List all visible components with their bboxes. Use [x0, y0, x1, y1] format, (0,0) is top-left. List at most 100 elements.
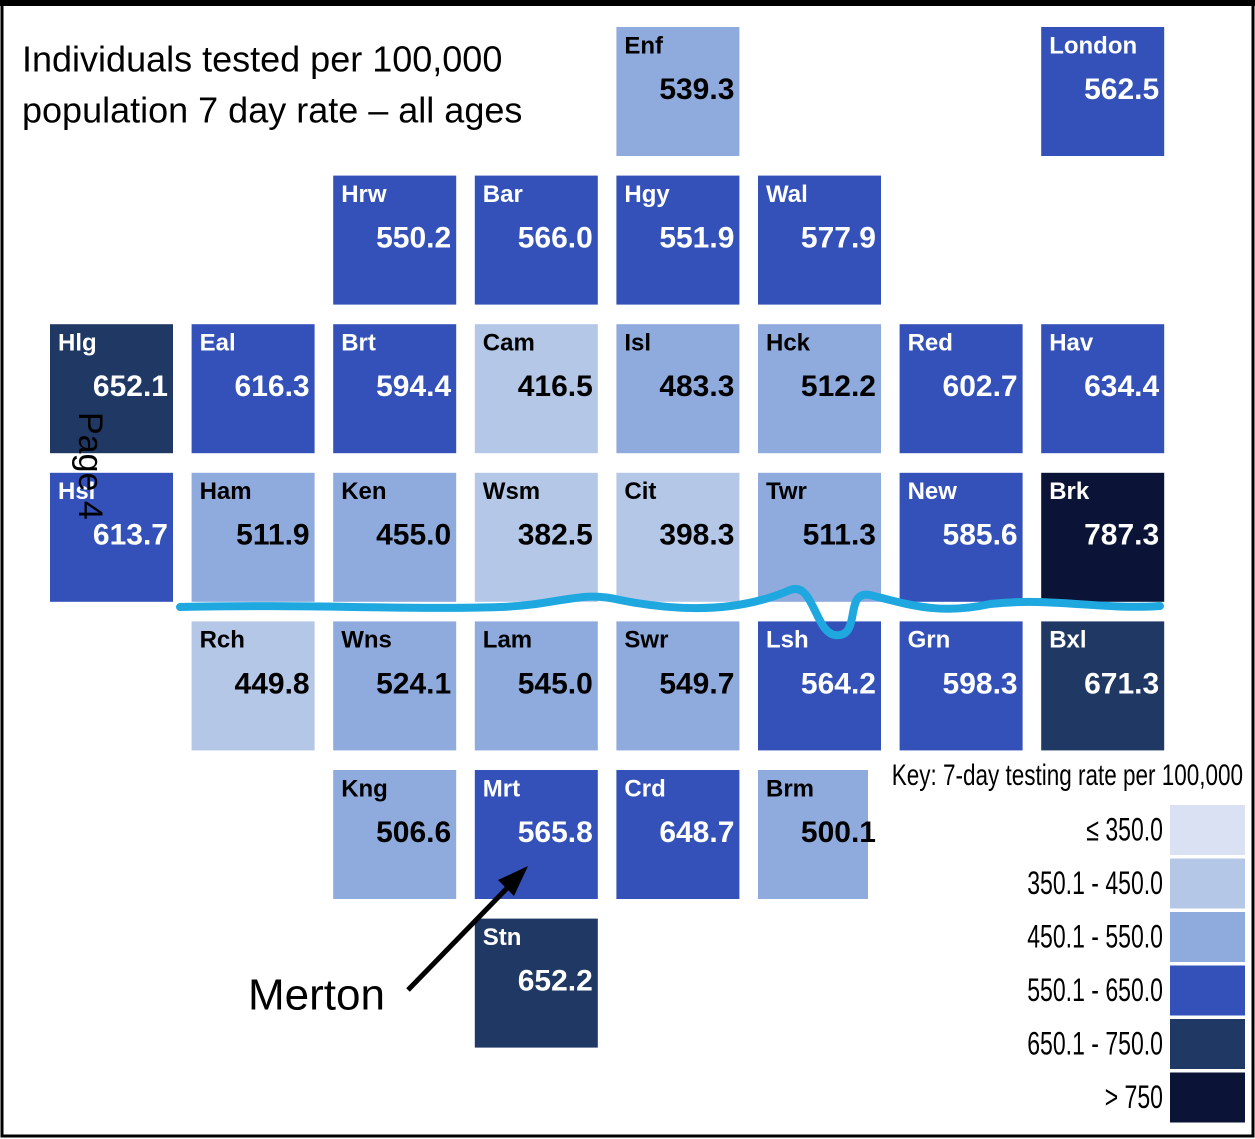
tile-code: Ham [200, 478, 252, 505]
tile [333, 472, 457, 602]
tile-code: Stn [483, 924, 522, 951]
tile-value: 551.9 [659, 222, 734, 255]
tile-value: 449.8 [235, 667, 310, 700]
tile-value: 483.3 [659, 370, 734, 403]
tile-value: 506.6 [376, 816, 451, 849]
legend-label: 450.1 - 550.0 [1027, 919, 1163, 955]
tile-code: Hsl [58, 478, 95, 505]
tile-code: Wns [341, 627, 392, 654]
tile [333, 770, 457, 899]
tile-code: Kng [341, 775, 388, 802]
tile [474, 175, 598, 305]
tile-code: Crd [624, 775, 665, 802]
legend-label: 550.1 - 650.0 [1027, 972, 1163, 1008]
tile-code: Mrt [483, 775, 520, 802]
tile [333, 324, 457, 454]
tile-value: 539.3 [659, 73, 734, 106]
tile [474, 770, 598, 899]
tile-value: 562.5 [1084, 73, 1159, 106]
tile-code: Hrw [341, 181, 387, 208]
tile-value: 577.9 [801, 222, 876, 255]
tile-code: Bxl [1049, 627, 1086, 654]
tile [50, 472, 173, 602]
legend-label: 650.1 - 750.0 [1027, 1026, 1163, 1062]
page-label: Page 4 [71, 412, 109, 520]
tile-code: Red [908, 330, 953, 357]
tile-code: Hgy [624, 181, 670, 208]
tile-code: Cit [624, 478, 656, 505]
tile-code: Swr [624, 627, 668, 654]
tile-value: 648.7 [659, 816, 734, 849]
legend-label: ≤ 350.0 [1086, 812, 1163, 848]
tile-value: 565.8 [518, 816, 593, 849]
tile [1041, 621, 1165, 751]
tile [758, 472, 881, 602]
tile-value: 564.2 [801, 667, 876, 700]
tile [616, 324, 740, 454]
tile [616, 621, 740, 751]
legend-label: > 750 [1105, 1079, 1163, 1115]
legend-title: Key: 7-day testing rate per 100,000 [892, 758, 1243, 792]
tile-code: Cam [483, 330, 535, 357]
tile [191, 621, 315, 751]
tile [1041, 27, 1165, 156]
tile-code: Wsm [483, 478, 540, 505]
tile-value: 549.7 [659, 667, 734, 700]
tile-code: Eal [200, 330, 236, 357]
title-line: Individuals tested per 100,000 [22, 39, 502, 80]
tile [616, 175, 740, 305]
tile [758, 621, 881, 751]
tile-value: 566.0 [518, 222, 593, 255]
tile-code: Ken [341, 478, 386, 505]
tile-value: 382.5 [518, 519, 593, 552]
tile [474, 621, 598, 751]
tile-code: Rch [200, 627, 245, 654]
title-line: population 7 day rate – all ages [22, 90, 522, 131]
tile [758, 770, 868, 899]
tile-code: Wal [766, 181, 808, 208]
tile-value: 511.3 [803, 519, 876, 552]
tile [616, 27, 740, 156]
legend-swatch [1170, 1019, 1245, 1069]
tile [899, 621, 1023, 751]
tile [50, 324, 173, 454]
tile [899, 324, 1023, 454]
tile-code: Brk [1049, 478, 1090, 505]
tile-value: 652.1 [93, 370, 168, 403]
tile [333, 621, 457, 751]
tile [616, 472, 740, 602]
tile-value: 671.3 [1084, 667, 1159, 700]
tile-value: 398.3 [659, 519, 734, 552]
tile [191, 472, 315, 602]
tile [1041, 472, 1165, 602]
tile-code: Lsh [766, 627, 809, 654]
tile [474, 472, 598, 602]
legend: ≤ 350.0 350.1 - 450.0 450.1 - 550.0 550.1 -… [1027, 805, 1245, 1123]
tile-code: Brt [341, 330, 376, 357]
tile-code: Enf [624, 32, 664, 59]
tile [474, 324, 598, 454]
tile [616, 770, 740, 899]
tile-value: 512.2 [801, 370, 876, 403]
tile [191, 324, 315, 454]
river [176, 584, 1164, 640]
tile-code: Isl [624, 330, 651, 357]
tile [474, 918, 598, 1048]
tile [333, 175, 457, 305]
tile-code: Hlg [58, 330, 97, 357]
tile-value: 500.1 [801, 816, 876, 849]
legend-label: 350.1 - 450.0 [1027, 865, 1163, 901]
legend-swatch [1170, 805, 1245, 855]
tile [758, 324, 881, 454]
tile-code: Twr [766, 478, 807, 505]
tile-value: 602.7 [943, 370, 1018, 403]
tile-value: 550.2 [376, 222, 451, 255]
tile-code: Grn [908, 627, 951, 654]
arrow [406, 878, 517, 992]
tile-value: 524.1 [376, 667, 451, 700]
tile-code: Hav [1049, 330, 1094, 357]
tile [1041, 324, 1165, 454]
tile-code: Brm [766, 775, 814, 802]
tile-code: Lam [483, 627, 532, 654]
